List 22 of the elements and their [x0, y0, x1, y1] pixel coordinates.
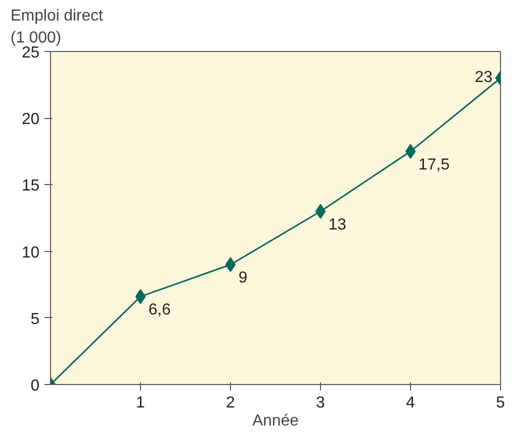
x-axis-title: Année: [252, 412, 299, 430]
data-label: 13: [328, 216, 346, 234]
data-label: 23: [474, 69, 493, 86]
y-axis-title: Emploi direct (1 000): [10, 7, 104, 46]
data-label: 9: [238, 270, 248, 287]
y-tick-label: 5: [30, 310, 40, 328]
y-tick-label: 25: [22, 44, 40, 62]
y-tick-label: 10: [22, 244, 40, 262]
data-label: 17,5: [418, 156, 450, 174]
y-tick-label: 0: [30, 378, 40, 394]
y-tick-label: 15: [22, 178, 40, 195]
point: [315, 204, 326, 219]
x-tick-label: 4: [406, 394, 416, 412]
y-tick-label: 20: [22, 111, 40, 128]
x-tick-label: 2: [226, 394, 236, 412]
x-tick-label: 1: [136, 394, 146, 412]
point: [135, 289, 146, 304]
point: [225, 257, 236, 272]
point: [405, 144, 416, 159]
data-label: 6,6: [148, 302, 171, 319]
x-tick-label: 5: [496, 394, 506, 412]
x-tick-label: 3: [316, 394, 326, 412]
